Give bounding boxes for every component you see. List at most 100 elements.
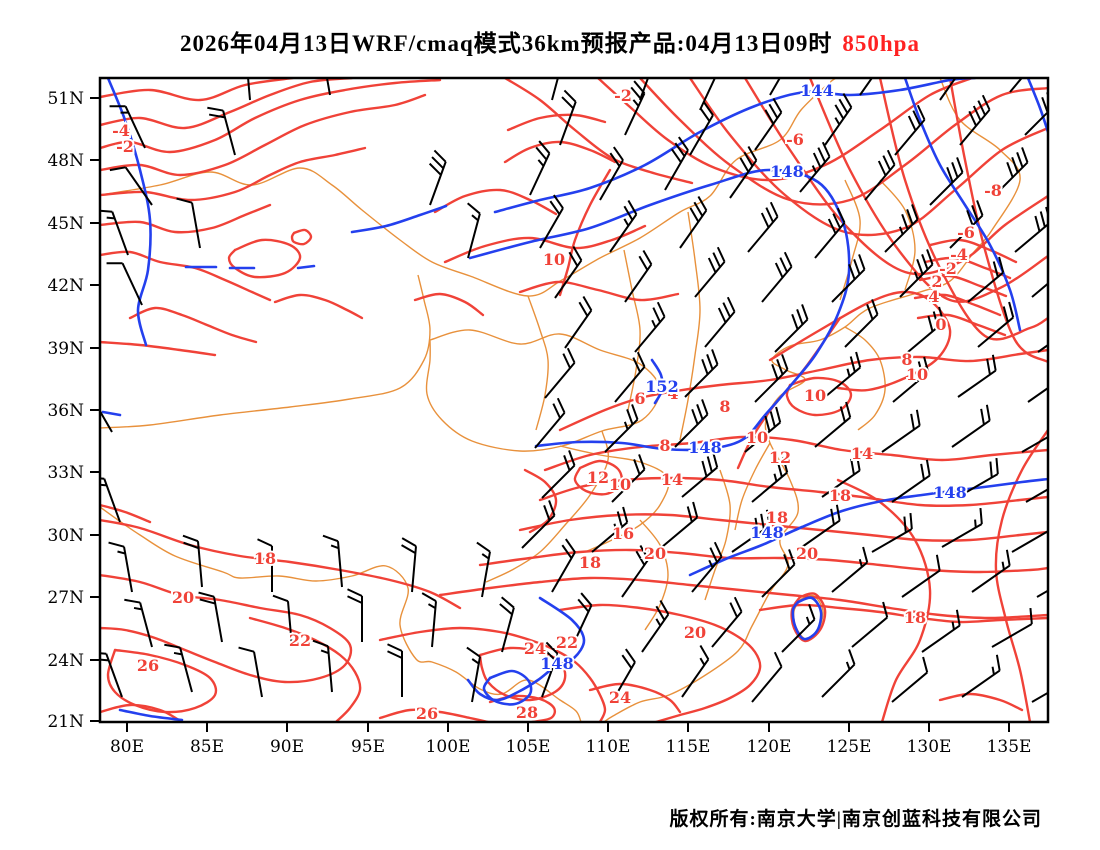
wind-barb bbox=[100, 209, 129, 256]
wind-barb bbox=[664, 136, 689, 191]
wind-barb bbox=[499, 596, 515, 653]
temperature-contour bbox=[543, 435, 1048, 472]
wind-barb bbox=[387, 643, 403, 697]
wind-barb bbox=[164, 643, 193, 693]
wind-barb bbox=[754, 97, 783, 151]
wind-barb bbox=[611, 454, 646, 503]
wind-barb bbox=[881, 409, 921, 453]
wind-barb bbox=[957, 354, 997, 398]
page-title: 2026年04月13日WRF/cmaq模式36km预报产品:04月13日09时 8… bbox=[0, 24, 1100, 58]
temperature-contour bbox=[290, 228, 313, 246]
wind-barb bbox=[238, 646, 263, 698]
temperature-contour bbox=[100, 703, 184, 722]
temperature-contour bbox=[948, 78, 1048, 364]
height-contour bbox=[493, 78, 977, 214]
wind-barb bbox=[711, 596, 743, 648]
lon-tick-label: 95E bbox=[351, 737, 385, 757]
boundary-line bbox=[623, 249, 641, 411]
boundary-line bbox=[100, 274, 431, 429]
lat-tick-label: 33N bbox=[47, 463, 84, 483]
temperature-contour-label: -8 bbox=[984, 181, 1002, 200]
wind-barb bbox=[571, 592, 593, 648]
map-frame bbox=[98, 76, 1050, 724]
temperature-contour-label: 18 bbox=[254, 549, 276, 568]
wind-barb bbox=[699, 78, 717, 111]
temperature-contour bbox=[558, 348, 1048, 432]
lon-tick-label: 120E bbox=[747, 737, 792, 757]
temperature-contour bbox=[100, 340, 217, 357]
wind-barb bbox=[124, 598, 153, 648]
wind-barb bbox=[929, 157, 964, 206]
lon-tick-label: 125E bbox=[827, 737, 872, 757]
wind-barb bbox=[198, 591, 223, 643]
temperature-contour bbox=[558, 603, 762, 722]
temperature-contour-label: 22 bbox=[556, 633, 578, 652]
wind-barb bbox=[257, 538, 273, 592]
wind-barb bbox=[1037, 343, 1048, 353]
wind-barb bbox=[1031, 691, 1048, 703]
wind-barb bbox=[621, 544, 650, 598]
wind-barb bbox=[176, 197, 201, 249]
temperature-contour-label: 8 bbox=[719, 397, 730, 416]
wind-barb bbox=[559, 89, 577, 146]
temperature-contour bbox=[743, 78, 1048, 276]
wind-barb bbox=[959, 94, 991, 146]
wind-barb bbox=[899, 249, 934, 298]
wind-barb bbox=[611, 648, 636, 703]
lon-tick-label: 115E bbox=[666, 737, 711, 757]
temperature-contour bbox=[688, 78, 1048, 237]
wind-barb bbox=[312, 639, 333, 693]
wind-barb bbox=[674, 399, 709, 448]
wind-barb bbox=[761, 549, 796, 598]
lat-tick-label: 27N bbox=[47, 588, 84, 608]
wind-barb bbox=[1031, 282, 1048, 298]
wind-barb bbox=[831, 546, 869, 593]
lat-tick-label: 36N bbox=[47, 401, 84, 421]
wind-barb bbox=[679, 195, 708, 249]
wind-barb bbox=[729, 145, 758, 199]
temperature-contour bbox=[106, 648, 218, 714]
lat-tick-label: 45N bbox=[47, 214, 84, 234]
temperature-contour bbox=[916, 313, 1007, 337]
temperature-contour-label: 18 bbox=[579, 553, 601, 572]
temperature-contour-label: 10 bbox=[804, 386, 826, 405]
temperature-contour bbox=[100, 78, 354, 130]
wind-barb bbox=[949, 200, 984, 249]
wind-barb bbox=[521, 500, 556, 549]
wind-barb bbox=[1025, 488, 1048, 503]
wind-barb bbox=[609, 199, 638, 253]
lat-tick-label: 30N bbox=[47, 526, 84, 546]
temperature-contour-label: 26 bbox=[416, 704, 438, 723]
boundary-line bbox=[679, 211, 701, 441]
temperature-contour bbox=[273, 293, 364, 320]
wind-barb bbox=[814, 401, 852, 448]
temperature-contour-label: -6 bbox=[957, 223, 975, 242]
copyright-text: 版权所有:南京大学|南京创蓝科技有限公司 bbox=[669, 809, 1042, 830]
height-contour-label: 148 bbox=[750, 523, 783, 542]
wind-barb bbox=[641, 599, 670, 653]
temperature-contour bbox=[248, 616, 362, 722]
wind-barb bbox=[761, 251, 793, 303]
height-contour-label: 148 bbox=[688, 438, 721, 457]
temperature-contour bbox=[503, 78, 694, 185]
temperature-contour-label: 6 bbox=[634, 389, 645, 408]
height-contour bbox=[791, 596, 823, 641]
temperature-contour bbox=[128, 306, 258, 344]
wind-barb bbox=[476, 541, 491, 598]
wind-barb bbox=[939, 78, 957, 101]
temperature-contour bbox=[438, 576, 1048, 620]
temperature-contour bbox=[588, 682, 682, 714]
temperature-contour-label: 10 bbox=[609, 475, 631, 494]
temperature-contour-label: 24 bbox=[609, 688, 631, 707]
temperature-contour-label: 28 bbox=[516, 703, 538, 722]
title-main: 2026年04月13日WRF/cmaq模式36km预报产品:04月13日09时 bbox=[180, 31, 833, 56]
temperature-contour bbox=[227, 238, 302, 279]
wind-barb bbox=[466, 646, 481, 703]
wind-barb bbox=[551, 78, 559, 101]
temperature-contour-label: 20 bbox=[644, 544, 666, 563]
boundary-line bbox=[639, 519, 669, 631]
wind-barb bbox=[801, 504, 841, 548]
temperature-contour bbox=[100, 203, 272, 234]
wind-barb bbox=[921, 609, 961, 653]
wind-barb bbox=[799, 141, 831, 193]
